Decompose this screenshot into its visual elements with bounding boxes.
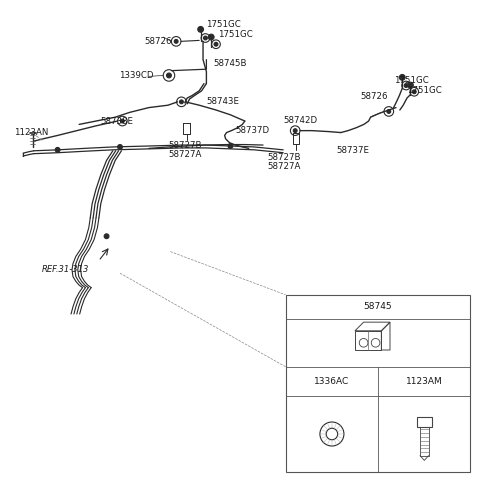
Text: 1751GC: 1751GC (407, 86, 442, 95)
Circle shape (204, 36, 207, 40)
Circle shape (404, 84, 408, 88)
Text: 58743E: 58743E (206, 97, 240, 106)
Circle shape (55, 148, 60, 152)
Bar (417, 417, 432, 427)
Text: REF.31-313: REF.31-313 (42, 265, 90, 274)
Text: 58738E: 58738E (101, 117, 134, 126)
Text: 1339CD: 1339CD (119, 71, 154, 80)
Text: 58745B: 58745B (214, 59, 247, 68)
Circle shape (104, 234, 109, 239)
Text: 1751GC: 1751GC (394, 76, 428, 85)
Text: 58726: 58726 (360, 92, 387, 101)
Circle shape (208, 34, 214, 40)
Text: 58727A: 58727A (268, 162, 301, 171)
Circle shape (293, 129, 297, 133)
Text: 58726: 58726 (144, 37, 171, 46)
Text: 58727B: 58727B (268, 153, 301, 162)
Circle shape (198, 27, 204, 32)
Text: 1123AN: 1123AN (14, 128, 49, 137)
Text: 1751GC: 1751GC (218, 30, 253, 39)
Text: 1336AC: 1336AC (314, 377, 349, 386)
Circle shape (120, 119, 124, 123)
Circle shape (387, 109, 391, 113)
Text: 1123AM: 1123AM (406, 377, 443, 386)
Circle shape (399, 75, 405, 80)
Circle shape (118, 145, 122, 150)
Circle shape (214, 42, 218, 46)
Circle shape (228, 144, 233, 149)
Text: 58727A: 58727A (168, 150, 202, 159)
Text: 1751GC: 1751GC (206, 20, 241, 29)
Text: 58742D: 58742D (283, 116, 317, 125)
Circle shape (174, 39, 178, 43)
Bar (286, 295, 470, 472)
Bar (355, 331, 381, 350)
Text: 58745: 58745 (364, 302, 392, 311)
Text: 58737D: 58737D (235, 126, 269, 135)
Circle shape (412, 90, 416, 94)
Circle shape (167, 73, 171, 78)
Circle shape (180, 100, 183, 104)
Text: 58737E: 58737E (336, 146, 369, 155)
Text: 58727B: 58727B (168, 141, 202, 150)
Circle shape (408, 82, 413, 88)
